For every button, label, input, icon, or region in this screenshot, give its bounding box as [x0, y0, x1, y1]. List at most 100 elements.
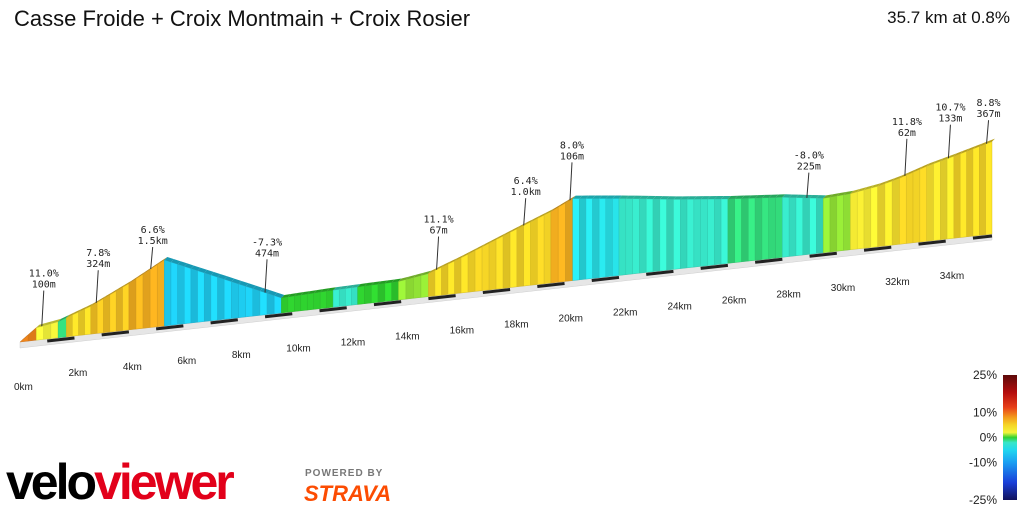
profile-top-face: [919, 163, 930, 170]
profile-top-face: [150, 261, 161, 270]
profile-top-face: [157, 256, 168, 265]
profile-top-face: [727, 195, 738, 199]
annotation-length: 100m: [32, 280, 56, 291]
profile-top-face: [966, 145, 976, 152]
profile-top-face: [884, 177, 896, 184]
annotation-leader: [947, 124, 951, 159]
profile-top-face: [544, 208, 554, 216]
annotation-grade: 11.0%: [29, 269, 59, 280]
distance-marker: [264, 312, 293, 319]
distance-marker: [210, 318, 238, 325]
profile-top-face: [510, 225, 520, 233]
x-tick-label: 16km: [450, 326, 474, 337]
profile-top-face: [926, 160, 937, 167]
annotation-length: 62m: [898, 128, 916, 139]
profile-top-face: [809, 195, 820, 199]
profile-top-face: [190, 265, 201, 271]
annotation-grade: 11.8%: [892, 117, 922, 128]
profile-top-face: [530, 215, 541, 222]
profile-top-face: [461, 251, 472, 258]
profile-top-face: [592, 195, 603, 199]
profile-top-face: [940, 155, 951, 162]
x-tick-label: 22km: [613, 307, 637, 318]
profile-top-face: [28, 324, 40, 335]
profile-top-face: [734, 195, 745, 199]
annotation-length: 225m: [797, 162, 821, 173]
legend-color-bar: [1003, 375, 1017, 500]
profile-top-face: [103, 291, 113, 299]
profile-top-face: [639, 195, 650, 199]
profile-top-face: [565, 195, 576, 203]
profile-top-face: [953, 150, 964, 157]
profile-top-face: [184, 263, 194, 269]
profile-top-face: [632, 195, 643, 199]
x-tick-label: 20km: [559, 313, 583, 324]
profile-top-face: [489, 236, 500, 244]
profile-top-face: [864, 185, 874, 191]
profile-top-face: [693, 196, 704, 200]
profile-top-face: [58, 314, 70, 322]
profile-top-face: [537, 212, 548, 219]
profile-top-face: [90, 299, 101, 307]
profile-top-face: [680, 196, 691, 200]
profile-top-face: [659, 196, 670, 200]
profile-top-face: [413, 272, 424, 278]
legend-tick-label: -10%: [969, 456, 997, 470]
distance-marker: [101, 330, 130, 337]
profile-top-face: [231, 278, 242, 284]
profile-top-face: [351, 283, 361, 288]
profile-top-face: [72, 308, 82, 315]
profile-top-face: [721, 195, 731, 200]
profile-top-face: [836, 191, 847, 197]
annotation-grade: -7.3%: [252, 237, 282, 248]
profile-top-face: [128, 275, 139, 284]
veloviewer-logo: veloviewer: [6, 454, 235, 510]
profile-top-face: [550, 204, 562, 212]
distance-marker: [972, 234, 993, 240]
x-tick-label: 30km: [831, 283, 855, 294]
annotation-grade: 6.6%: [141, 225, 165, 236]
profile-top-face: [434, 264, 445, 271]
legend-tick-label: 0%: [980, 431, 998, 445]
x-tick-label: 0km: [14, 382, 33, 393]
profile-top-face: [245, 283, 256, 289]
profile-top-face: [496, 232, 507, 240]
profile-top-face: [666, 196, 677, 200]
distance-marker: [863, 245, 892, 252]
profile-top-face: [177, 261, 188, 267]
annotation-length: 133m: [938, 114, 962, 125]
profile-top-face: [789, 194, 799, 198]
legend-tick-label: -25%: [969, 493, 997, 507]
annotation-length: 1.5km: [138, 236, 168, 247]
profile-top-face: [109, 288, 120, 295]
profile-top-face: [761, 194, 772, 198]
profile-top-face: [843, 190, 854, 195]
annotation-grade: 8.0%: [560, 140, 584, 151]
profile-top-face: [585, 195, 596, 199]
profile-top-face: [673, 196, 684, 200]
profile-top-face: [599, 195, 609, 199]
distance-marker: [428, 294, 456, 301]
profile-top-face: [20, 331, 32, 342]
profile-top-face: [475, 243, 486, 251]
profile-top-face: [741, 195, 752, 199]
x-tick-label: 6km: [177, 356, 196, 367]
profile-top-face: [687, 196, 697, 200]
profile-top-face: [468, 247, 479, 255]
profile-top-face: [378, 280, 388, 285]
profile-top-face: [775, 194, 786, 198]
profile-top-face: [116, 284, 126, 292]
annotation-length: 67m: [430, 225, 448, 236]
profile-top-face: [326, 287, 337, 292]
strava-logo: STRAVA: [304, 481, 392, 506]
profile-top-face: [43, 320, 54, 326]
profile-top-face: [364, 282, 375, 287]
profile-top-face: [170, 259, 181, 265]
annotation-leader: [41, 290, 45, 327]
profile-top-face: [307, 290, 317, 295]
profile-top-face: [357, 283, 368, 287]
profile-top-face: [210, 272, 221, 278]
profile-top-face: [281, 293, 291, 298]
profile-top-face: [252, 285, 263, 291]
distance-marker: [809, 251, 837, 258]
